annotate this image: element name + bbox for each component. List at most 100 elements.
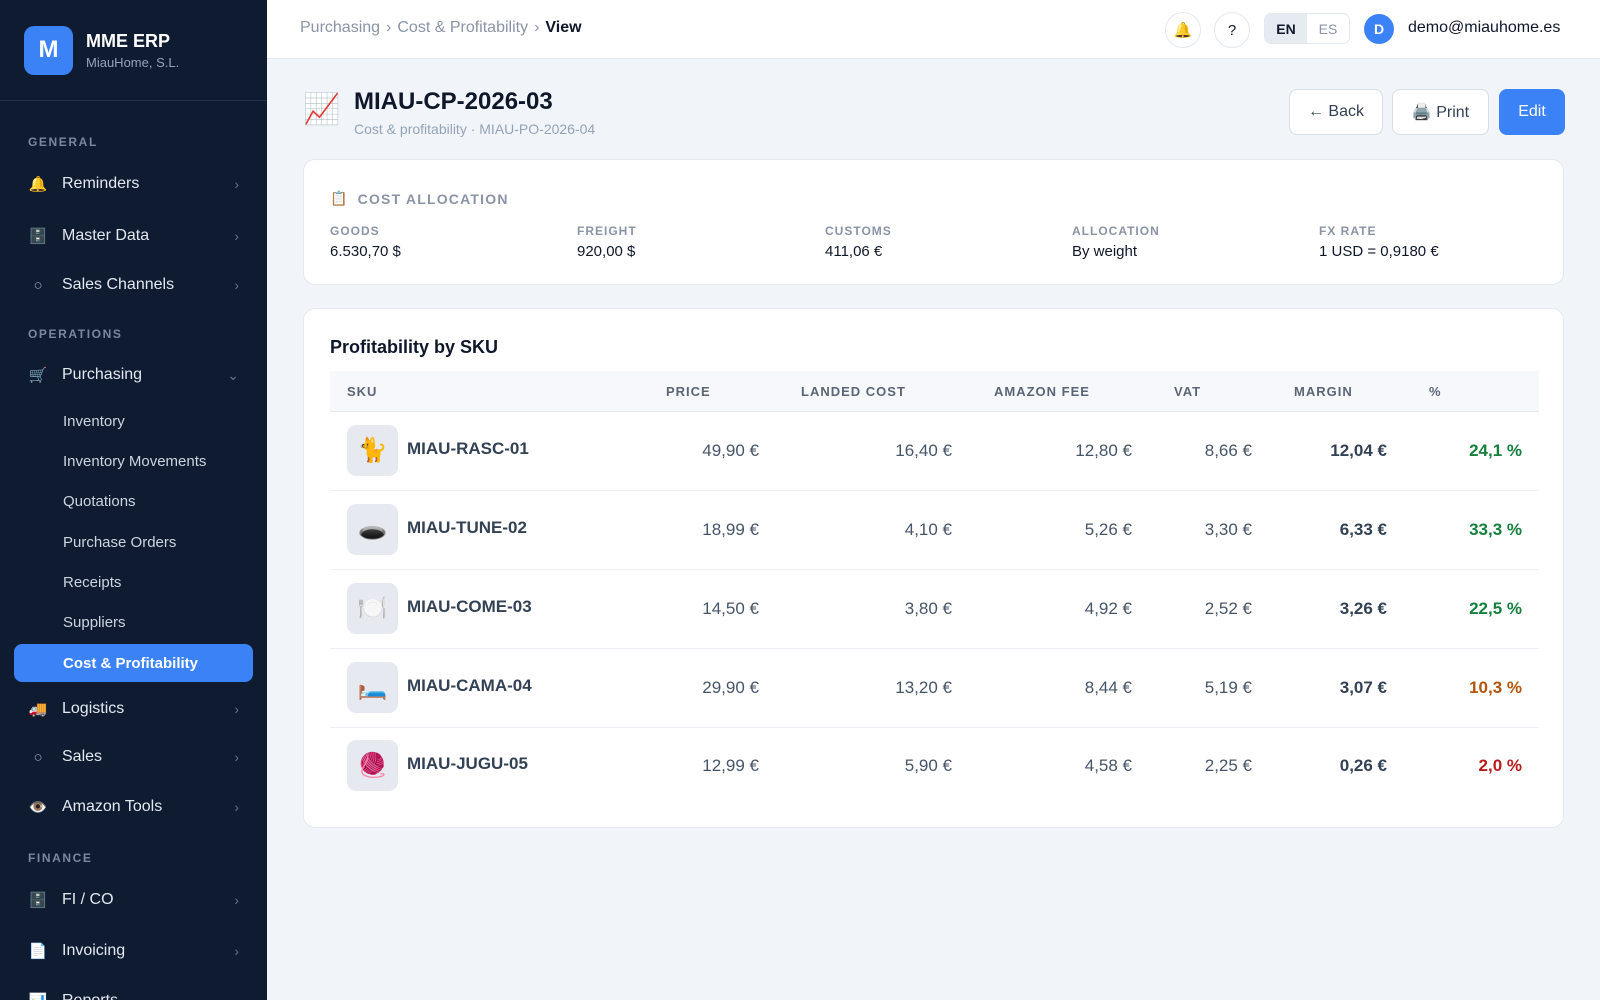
field-label: FREIGHT: [577, 224, 637, 238]
user-email[interactable]: demo@miauhome.es: [1408, 19, 1561, 36]
print-button[interactable]: 🖨️ Print: [1392, 89, 1489, 135]
cell-vat: 3,30 €: [1204, 520, 1252, 539]
sidebar-subitem-quotations[interactable]: Quotations: [63, 492, 136, 510]
document-icon: 📄: [28, 943, 48, 960]
product-thumbnail: 🐈: [347, 425, 398, 476]
cell-sku[interactable]: MIAU-RASC-01: [407, 439, 529, 458]
column-header-landed-cost: LANDED COST: [801, 384, 906, 399]
cell-vat: 2,52 €: [1204, 599, 1252, 618]
cell-sku[interactable]: MIAU-COME-03: [407, 597, 532, 616]
cell-price: 12,99 €: [702, 756, 759, 775]
sidebar-item-label: Logistics: [62, 700, 125, 717]
table-row[interactable]: 🍽️ MIAU-COME-03 14,50 € 3,80 € 4,92 € 2,52 € 3…: [330, 570, 1539, 649]
cell-amazon-fee: 12,80 €: [1075, 441, 1132, 460]
edit-button[interactable]: Edit: [1499, 89, 1565, 135]
cell-amazon-fee: 4,58 €: [1084, 756, 1132, 775]
profitability-title: Profitability by SKU: [330, 337, 499, 357]
cell-sku[interactable]: MIAU-TUNE-02: [407, 518, 527, 537]
sidebar-subitem-purchase-orders[interactable]: Purchase Orders: [63, 533, 177, 551]
column-header-margin: MARGIN: [1294, 384, 1353, 399]
sidebar-subitem-cost-profitability[interactable]: Cost & Profitability: [14, 644, 253, 682]
chevron-right-icon: ›: [234, 799, 239, 815]
product-thumbnail: 🧶: [347, 740, 398, 791]
sidebar-item-reports[interactable]: 📊 Reports: [14, 982, 253, 1000]
chevron-down-icon: ⌄: [227, 366, 239, 383]
table-row[interactable]: 🛏️ MIAU-CAMA-04 29,90 € 13,20 € 8,44 € 5,19 €…: [330, 649, 1539, 728]
breadcrumb-cost-profitability[interactable]: Cost & Profitability: [397, 19, 529, 36]
field-value: 411,06 €: [825, 243, 883, 260]
sidebar-item-sales-channels[interactable]: ○ Sales Channels ›: [14, 266, 253, 304]
sidebar-subitem-inventory[interactable]: Inventory: [63, 412, 125, 430]
chevron-right-icon: ›: [234, 749, 239, 765]
field-value: 920,00 $: [577, 243, 636, 260]
field-label: FX RATE: [1319, 224, 1377, 238]
breadcrumb-current: View: [545, 19, 582, 36]
lang-es-button[interactable]: ES: [1318, 20, 1338, 37]
notifications-button[interactable]: 🔔: [1165, 12, 1201, 48]
chevron-right-icon: ›: [234, 892, 239, 908]
cell-sku[interactable]: MIAU-JUGU-05: [407, 754, 528, 773]
bell-icon: 🔔: [1173, 22, 1193, 39]
sidebar-item-reminders[interactable]: 🔔 Reminders ›: [14, 165, 253, 203]
field-label: CUSTOMS: [825, 224, 892, 238]
column-header-percent: %: [1429, 384, 1442, 399]
sidebar-item-purchasing[interactable]: 🛒 Purchasing ⌄: [14, 356, 253, 394]
page-subtitle: Cost & profitability · MIAU-PO-2026-04: [354, 121, 596, 137]
sidebar-subitem-suppliers[interactable]: Suppliers: [63, 613, 126, 631]
cell-vat: 2,25 €: [1204, 756, 1252, 775]
cabinet-icon: 🗄️: [28, 228, 48, 245]
cost-allocation-heading: 📋 COST ALLOCATION: [330, 190, 509, 207]
sidebar-item-amazon-tools[interactable]: 👁️ Amazon Tools ›: [14, 788, 253, 826]
cell-margin-percent: 10,3 %: [1469, 678, 1522, 697]
brand-name: MME ERP: [86, 30, 171, 51]
field-label: ALLOCATION: [1072, 224, 1160, 238]
help-button[interactable]: ?: [1214, 12, 1250, 48]
language-switcher: EN ES: [1264, 13, 1350, 44]
sidebar-item-logistics[interactable]: 🚚 Logistics ›: [14, 690, 253, 728]
cell-margin: 12,04 €: [1330, 441, 1387, 460]
cell-margin: 3,26 €: [1339, 599, 1387, 618]
table-row[interactable]: 🧶 MIAU-JUGU-05 12,99 € 5,90 € 4,58 € 2,25 € 0,…: [330, 727, 1539, 806]
cell-margin: 6,33 €: [1339, 520, 1387, 539]
sidebar-item-invoicing[interactable]: 📄 Invoicing ›: [14, 932, 253, 970]
chevron-right-icon: ›: [234, 228, 239, 244]
circle-icon: ○: [33, 276, 43, 294]
column-header-amazon-fee: AMAZON FEE: [994, 384, 1090, 399]
field-fx-rate: FX RATE 1 USD = 0,9180 €: [1319, 224, 1439, 260]
cell-amazon-fee: 8,44 €: [1084, 678, 1132, 697]
clipboard-icon: 📋: [330, 190, 349, 206]
sidebar-item-label: Purchasing: [62, 366, 143, 383]
back-button[interactable]: ← Back: [1289, 89, 1383, 135]
sidebar-item-master-data[interactable]: 🗄️ Master Data ›: [14, 217, 253, 255]
cost-allocation-card: 📋 COST ALLOCATION GOODS 6.530,70 $ FREIG…: [303, 159, 1564, 285]
lang-en-button[interactable]: EN: [1265, 14, 1307, 43]
chevron-right-icon: ›: [234, 701, 239, 717]
cell-amazon-fee: 4,92 €: [1084, 599, 1132, 618]
sidebar-subitem-receipts[interactable]: Receipts: [63, 573, 122, 591]
sidebar-item-label: Invoicing: [62, 942, 126, 959]
cell-margin-percent: 2,0 %: [1478, 756, 1522, 775]
cell-margin-percent: 22,5 %: [1469, 599, 1522, 618]
chevron-right-icon: ›: [234, 277, 239, 293]
sidebar-item-fi-co[interactable]: 🗄️ FI / CO ›: [14, 881, 253, 919]
table-row[interactable]: 🕳️ MIAU-TUNE-02 18,99 € 4,10 € 5,26 € 3,30 € 6…: [330, 491, 1539, 570]
help-icon: ?: [1227, 21, 1237, 39]
field-label: GOODS: [330, 224, 380, 238]
column-header-price: PRICE: [666, 384, 711, 399]
breadcrumb-purchasing[interactable]: Purchasing: [300, 19, 381, 36]
cell-price: 49,90 €: [702, 441, 759, 460]
sidebar-subitem-inventory-movements[interactable]: Inventory Movements: [63, 452, 207, 470]
breadcrumb-separator: ›: [534, 19, 540, 36]
table-row[interactable]: 🐈 MIAU-RASC-01 49,90 € 16,40 € 12,80 € 8,66 €…: [330, 412, 1539, 491]
cell-price: 29,90 €: [702, 678, 759, 697]
avatar[interactable]: D: [1364, 14, 1394, 44]
cell-landed-cost: 13,20 €: [895, 678, 952, 697]
table-header: SKU PRICE LANDED COST AMAZON FEE VAT MAR…: [330, 371, 1539, 412]
chevron-right-icon: ›: [234, 176, 239, 192]
sidebar-item-label: FI / CO: [62, 891, 114, 908]
sidebar-item-label: Reminders: [62, 175, 140, 192]
sidebar-item-sales[interactable]: ○ Sales ›: [14, 738, 253, 776]
product-thumbnail: 🕳️: [347, 504, 398, 555]
field-value: By weight: [1072, 243, 1138, 260]
cell-sku[interactable]: MIAU-CAMA-04: [407, 676, 532, 695]
